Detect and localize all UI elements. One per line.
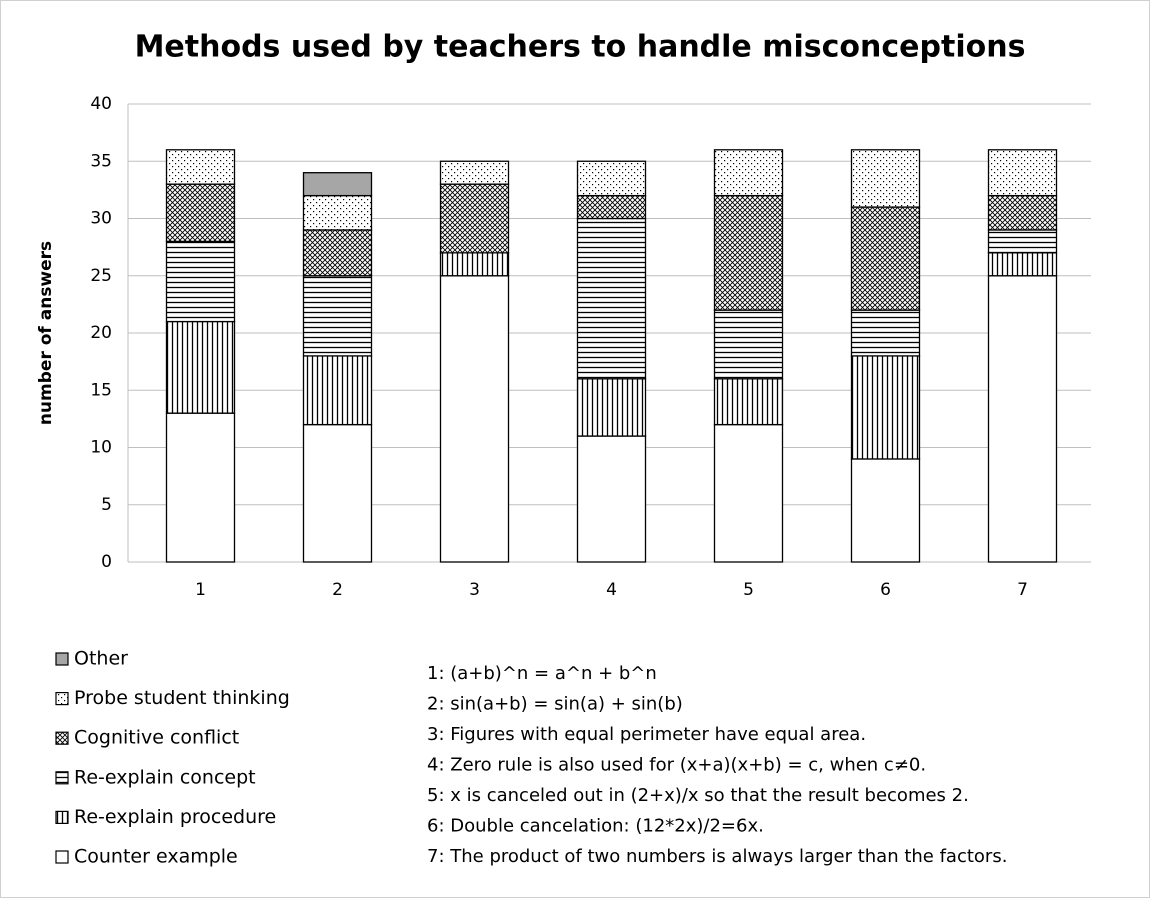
bar-segment [302, 194, 373, 231]
bar-segment [302, 275, 373, 357]
y-tick-label: 0 [101, 552, 112, 572]
note: 1: (a+b)^n = a^n + b^n [427, 663, 657, 684]
bar-segment [987, 149, 1058, 197]
y-tick-label: 15 [90, 380, 112, 400]
bar-segment [713, 309, 784, 380]
x-tick-label: 1 [195, 580, 206, 600]
x-tick-label: 2 [332, 580, 343, 600]
x-tick-label: 5 [743, 580, 754, 600]
bar-segment [302, 229, 373, 277]
bar-segment [576, 435, 647, 563]
note: 5: x is canceled out in (2+x)/x so that … [427, 785, 969, 806]
bar-segment [439, 160, 510, 185]
bar-segment [850, 309, 921, 357]
y-tick-label: 35 [90, 151, 112, 171]
legend-label: Counter example [74, 846, 238, 868]
note: 4: Zero rule is also used for (x+a)(x+b)… [427, 755, 926, 776]
legend-label: Other [74, 648, 128, 670]
bar-segment [576, 194, 647, 220]
y-tick-label: 40 [90, 94, 112, 114]
x-tick-label: 6 [880, 580, 891, 600]
bar-segment [850, 206, 921, 311]
bar-segment [713, 378, 784, 426]
bar-segment [987, 229, 1058, 254]
y-tick-label: 10 [90, 438, 112, 458]
bar-segment [850, 149, 921, 208]
bar-segment [302, 355, 373, 426]
legend-label: Re-explain concept [74, 766, 256, 788]
bar-segment [439, 252, 510, 277]
bar-segment [302, 423, 373, 563]
bar-segment [576, 160, 647, 197]
legend-swatch [55, 850, 69, 864]
x-tick-label: 7 [1017, 580, 1028, 600]
legend-swatch [55, 731, 69, 745]
bar-segment [165, 412, 236, 563]
bar-segment [439, 183, 510, 254]
x-tick-label: 3 [469, 580, 480, 600]
y-axis-label: number of answers [36, 241, 56, 425]
legend-swatch [55, 771, 69, 785]
bar-segment [302, 172, 373, 197]
bar-segment [576, 217, 647, 380]
note: 3: Figures with equal perimeter have equ… [427, 724, 866, 745]
bar-segment [439, 275, 510, 563]
legend-label: Probe student thinking [74, 687, 290, 709]
legend-label: Re-explain procedure [74, 806, 276, 828]
legend-swatch [55, 652, 69, 666]
legend-label: Cognitive conflict [74, 727, 239, 749]
bar-segment [165, 320, 236, 414]
bar-segment [165, 183, 236, 243]
bar-segment [165, 149, 236, 185]
legend-swatch [55, 691, 69, 706]
bar-segment [850, 355, 921, 460]
bar-segment [713, 194, 784, 311]
bar-segment [987, 194, 1058, 231]
x-tick-label: 4 [606, 580, 617, 600]
bar-segment [850, 458, 921, 563]
bar-segment [713, 423, 784, 563]
bar-segment [165, 240, 236, 323]
note: 6: Double cancelation: (12*2x)/2=6x. [427, 816, 764, 837]
bar-segment [987, 252, 1058, 277]
bar-segment [576, 378, 647, 437]
bar-segment [713, 149, 784, 197]
y-tick-label: 20 [90, 323, 112, 343]
note: 7: The product of two numbers is always … [427, 846, 1007, 867]
bar-segment [987, 275, 1058, 563]
note: 2: sin(a+b) = sin(a) + sin(b) [427, 694, 683, 715]
y-tick-label: 30 [90, 209, 112, 229]
y-tick-label: 25 [90, 266, 112, 286]
y-tick-label: 5 [101, 495, 112, 515]
chart-title: Methods used by teachers to handle misco… [135, 30, 1026, 65]
legend-swatch [55, 810, 69, 825]
